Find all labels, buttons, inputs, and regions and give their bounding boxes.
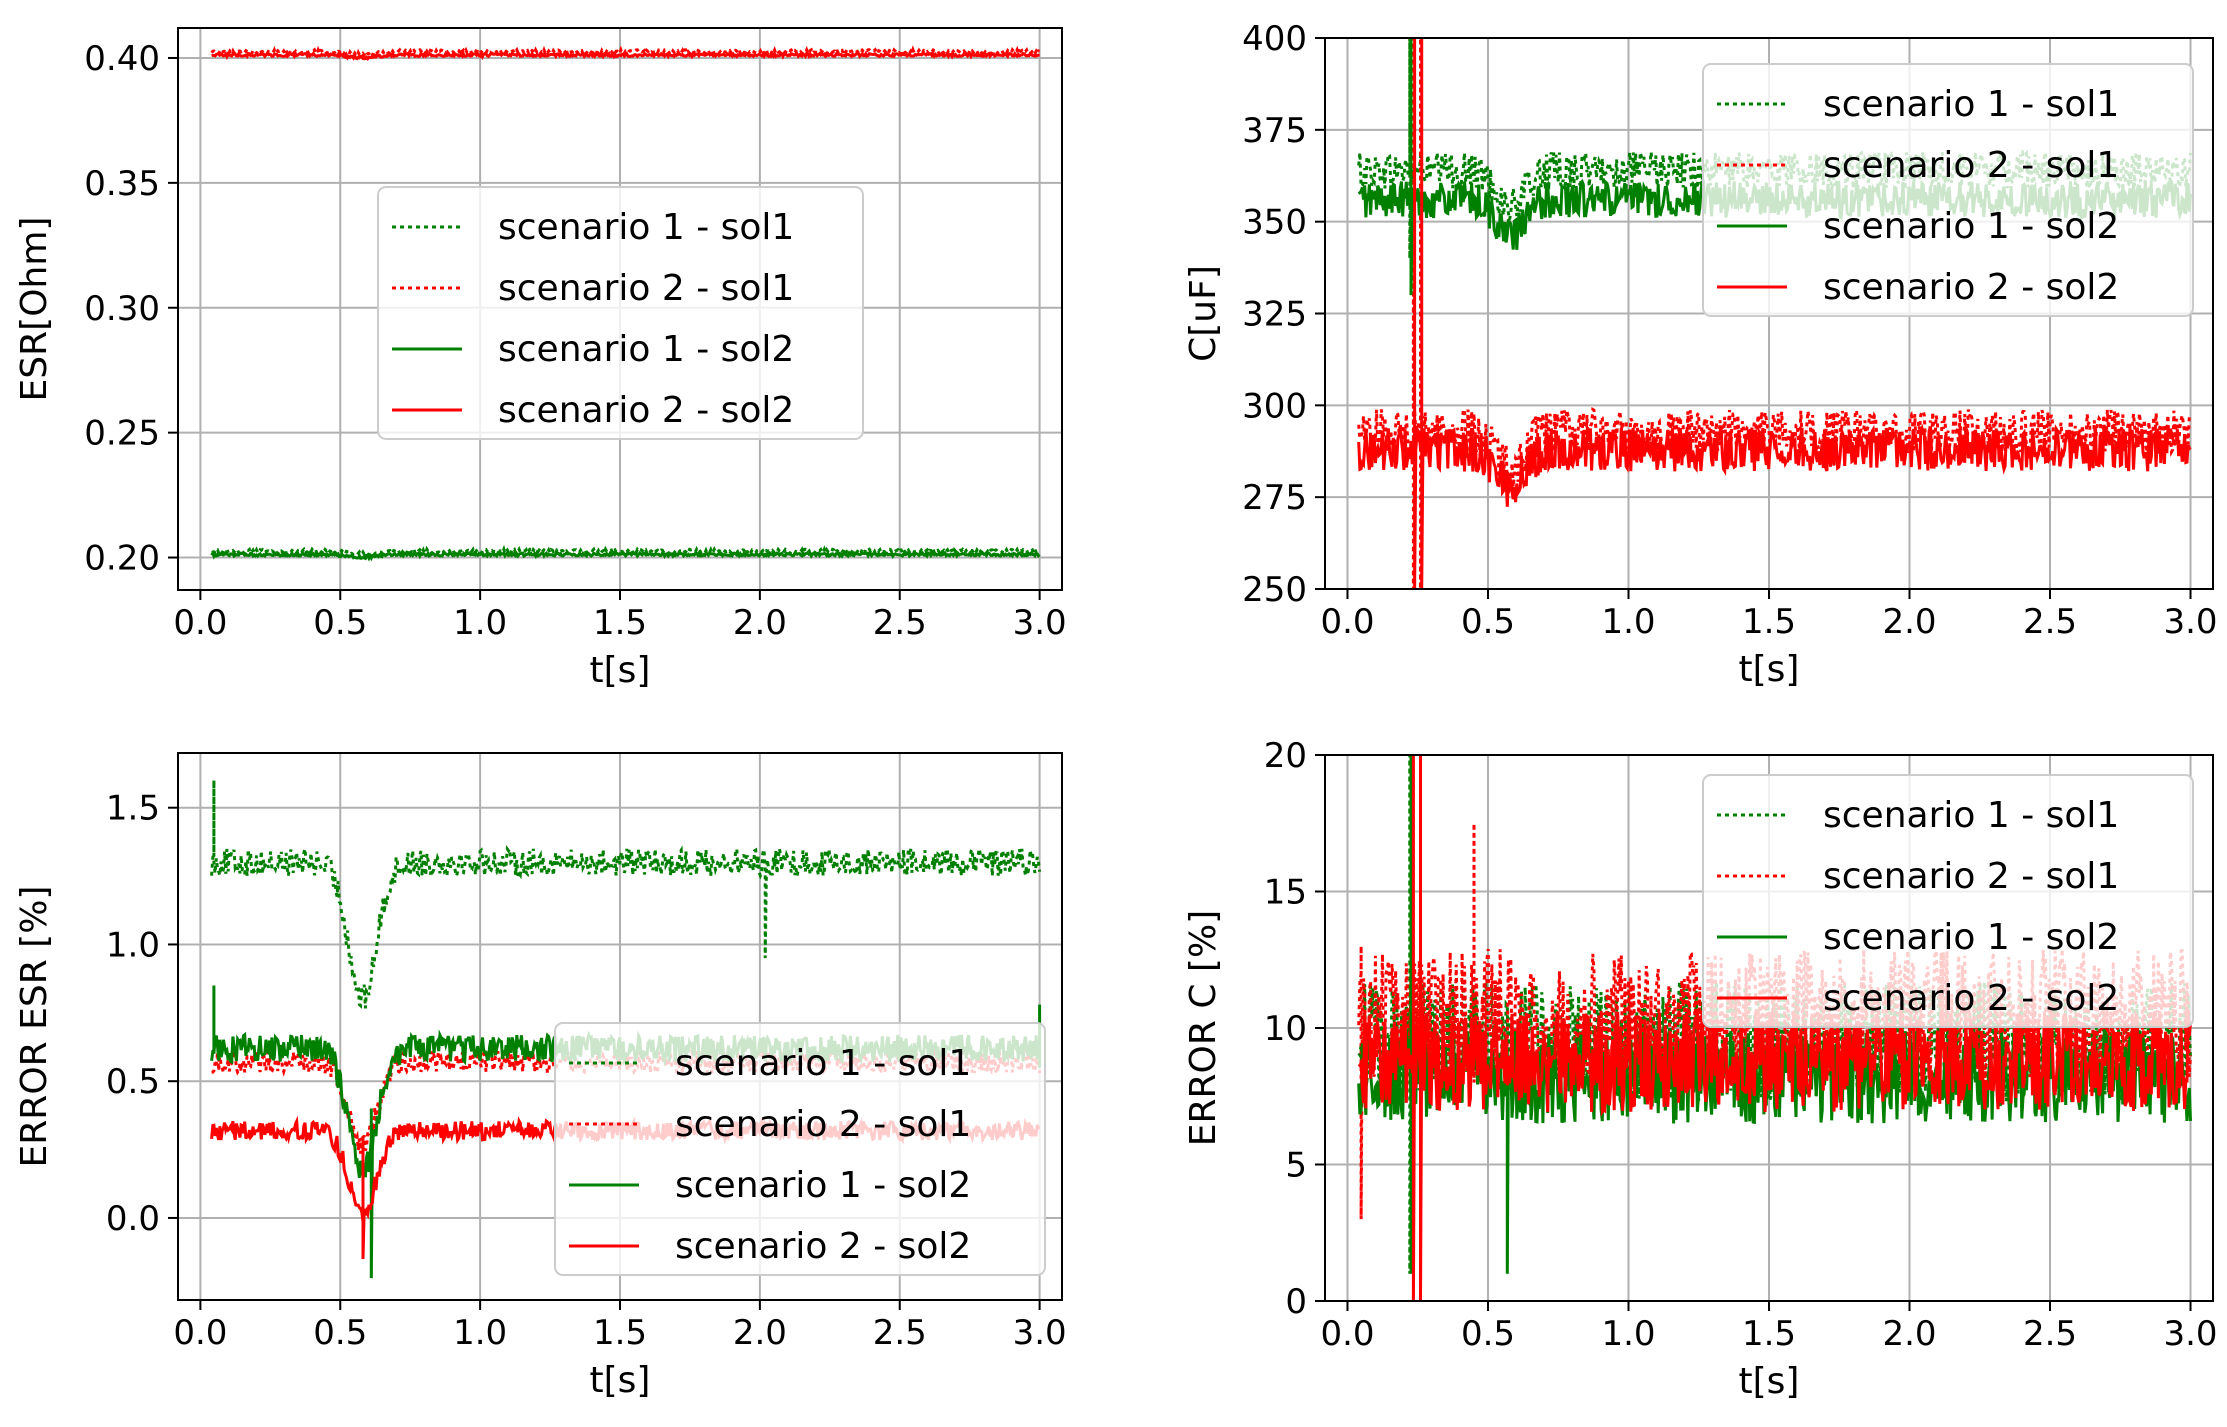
y-tick-label: 20 <box>1264 736 1307 776</box>
legend: scenario 1 - sol1 scenario 2 - sol1 scenar… <box>1702 63 2194 317</box>
legend-label: scenario 1 - sol1 <box>675 1043 971 1084</box>
x-tick-label: 3.0 <box>2163 1314 2217 1354</box>
x-tick-label: 1.5 <box>593 603 647 643</box>
x-tick-label: 3.0 <box>2163 602 2217 642</box>
axes-frame <box>1324 754 2214 1302</box>
series-line-4 <box>1357 38 2192 589</box>
legend-label: scenario 1 - sol1 <box>1823 84 2119 125</box>
x-tick-label: 0.5 <box>313 603 367 643</box>
legend: scenario 1 - sol1 scenario 2 - sol1 scenar… <box>1702 774 2194 1028</box>
x-tick-label: 1.5 <box>593 1313 647 1353</box>
legend-label: scenario 2 - sol1 <box>1823 856 2119 897</box>
series-line-2 <box>1357 38 2191 589</box>
y-tick-label: 0.20 <box>84 539 160 579</box>
x-tick-label: 2.5 <box>873 603 927 643</box>
x-tick-label: 2.0 <box>1882 602 1936 642</box>
legend-box <box>1702 774 2194 1028</box>
series-line-3 <box>210 549 1041 562</box>
x-axis-label: t[s] <box>1739 649 1800 690</box>
chart-panel-4: 0.0 0.5 1.0 1.5 2.0 2.5 3.0 0 5 10 15 20 t[s] ERROR C… <box>1183 736 2218 1402</box>
x-tick-label: 0.5 <box>1461 1314 1515 1354</box>
x-tick-label: 1.5 <box>1742 602 1796 642</box>
legend-label: scenario 2 - sol2 <box>498 390 794 431</box>
x-tick-label: 2.5 <box>873 1313 927 1353</box>
legend: scenario 1 - sol1 scenario 2 - sol1 scenar… <box>554 1022 1046 1276</box>
x-axis-label: t[s] <box>590 650 651 691</box>
series-group <box>210 45 1041 562</box>
y-tick-label: 0.40 <box>84 39 160 79</box>
axes-frame <box>177 752 1063 1301</box>
chart-panel-1: 0.0 0.5 1.0 1.5 2.0 2.5 3.0 0.20 0.25 0.30 0.35 0.4… <box>14 27 1067 691</box>
legend-label: scenario 2 - sol2 <box>1823 978 2119 1019</box>
y-tick-label: 0.35 <box>84 164 160 204</box>
x-tick-label: 2.0 <box>1882 1314 1936 1354</box>
y-tick-label: 15 <box>1264 873 1307 913</box>
y-axis-label: C[uF] <box>1183 265 1224 362</box>
y-tick-label: 0.0 <box>106 1199 160 1239</box>
axes-frame <box>177 27 1063 591</box>
x-axis-label: t[s] <box>1739 1361 1800 1402</box>
x-tick-label: 3.0 <box>1013 603 1067 643</box>
x-tick-label: 0.0 <box>173 603 227 643</box>
x-tick-label: 2.0 <box>733 1313 787 1353</box>
legend-label: scenario 1 - sol2 <box>675 1165 971 1206</box>
y-tick-label: 325 <box>1242 295 1307 335</box>
y-tick-label: 300 <box>1242 386 1307 426</box>
legend-label: scenario 1 - sol1 <box>1823 795 2119 836</box>
x-tick-label: 0.0 <box>1320 602 1374 642</box>
y-tick-label: 0.30 <box>84 289 160 329</box>
legend-label: scenario 1 - sol2 <box>498 329 794 370</box>
x-tick-label: 0.0 <box>1320 1314 1374 1354</box>
y-tick-label: 5 <box>1285 1146 1307 1186</box>
legend-label: scenario 2 - sol1 <box>1823 145 2119 186</box>
x-tick-label: 0.0 <box>173 1313 227 1353</box>
legend-label: scenario 1 - sol1 <box>498 207 794 248</box>
y-tick-label: 0 <box>1285 1282 1307 1322</box>
x-tick-label: 0.5 <box>1461 602 1515 642</box>
legend-box <box>554 1022 1046 1276</box>
y-axis-label: ERROR ESR [%] <box>14 886 55 1168</box>
y-tick-label: 0.25 <box>84 414 160 454</box>
x-tick-label: 2.0 <box>733 603 787 643</box>
legend-box <box>377 186 864 440</box>
x-tick-label: 3.0 <box>1013 1313 1067 1353</box>
legend-label: scenario 2 - sol2 <box>1823 267 2119 308</box>
y-tick-label: 1.5 <box>106 789 160 829</box>
y-tick-label: 275 <box>1242 478 1307 518</box>
y-tick-label: 1.0 <box>106 925 160 965</box>
y-tick-label: 350 <box>1242 203 1307 243</box>
axes-frame <box>1324 37 2214 590</box>
x-tick-label: 1.0 <box>453 603 507 643</box>
series-line-1 <box>210 780 1042 1009</box>
legend-box <box>1702 63 2194 317</box>
x-tick-label: 1.0 <box>453 1313 507 1353</box>
x-tick-label: 1.0 <box>1601 602 1655 642</box>
y-tick-label: 250 <box>1242 570 1307 610</box>
y-tick-label: 10 <box>1264 1009 1307 1049</box>
legend-label: scenario 2 - sol1 <box>675 1104 971 1145</box>
x-tick-label: 2.5 <box>2023 602 2077 642</box>
x-tick-label: 1.5 <box>1742 1314 1796 1354</box>
x-tick-label: 2.5 <box>2023 1314 2077 1354</box>
legend-label: scenario 1 - sol2 <box>1823 206 2119 247</box>
x-tick-label: 0.5 <box>313 1313 367 1353</box>
y-tick-label: 400 <box>1242 19 1307 59</box>
chart-panel-2: 0.0 0.5 1.0 1.5 2.0 2.5 3.0 250 275 300 325 350 375 4… <box>1183 19 2218 690</box>
x-axis-label: t[s] <box>590 1360 651 1401</box>
legend-label: scenario 1 - sol2 <box>1823 917 2119 958</box>
x-tick-label: 1.0 <box>1601 1314 1655 1354</box>
legend-label: scenario 2 - sol2 <box>675 1226 971 1267</box>
series-line-1 <box>211 544 1041 558</box>
legend: scenario 1 - sol1 scenario 2 - sol1 scenar… <box>377 186 864 440</box>
y-axis-label: ERROR C [%] <box>1183 910 1224 1146</box>
legend-label: scenario 2 - sol1 <box>498 268 794 309</box>
y-tick-label: 0.5 <box>106 1062 160 1102</box>
series-line-4 <box>211 49 1040 61</box>
chart-panel-3: 0.0 0.5 1.0 1.5 2.0 2.5 3.0 0.0 0.5 1.0 1.5 t[s] ERR… <box>14 752 1067 1401</box>
y-axis-label: ESR[Ohm] <box>14 217 55 402</box>
y-tick-label: 375 <box>1242 111 1307 151</box>
